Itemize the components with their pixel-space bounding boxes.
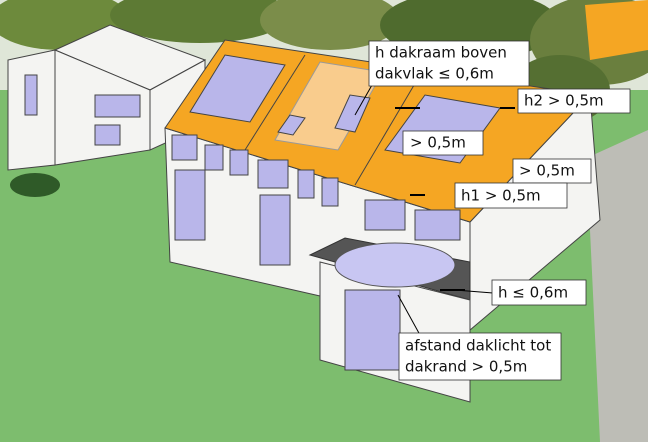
- annotation: > 0,5m: [410, 134, 466, 152]
- skylight: [335, 243, 455, 287]
- illustration: h dakraam boven dakvlak ≤ 0,6m h2 > 0,5m…: [0, 0, 648, 442]
- annotation: h1 > 0,5m: [461, 187, 541, 205]
- annotation: h dakraam boven: [375, 44, 507, 62]
- annotation: h ≤ 0,6m: [498, 284, 568, 302]
- annotation: dakvlak ≤ 0,6m: [375, 65, 494, 83]
- page: {"annotations": [ {"lines": ["h dakraam …: [0, 0, 648, 442]
- annotation: dakrand > 0,5m: [405, 358, 527, 376]
- far-roof: [585, 0, 648, 60]
- annotation: afstand daklicht tot: [405, 337, 551, 355]
- annotation: h2 > 0,5m: [524, 92, 604, 110]
- annotation: > 0,5m: [519, 162, 575, 180]
